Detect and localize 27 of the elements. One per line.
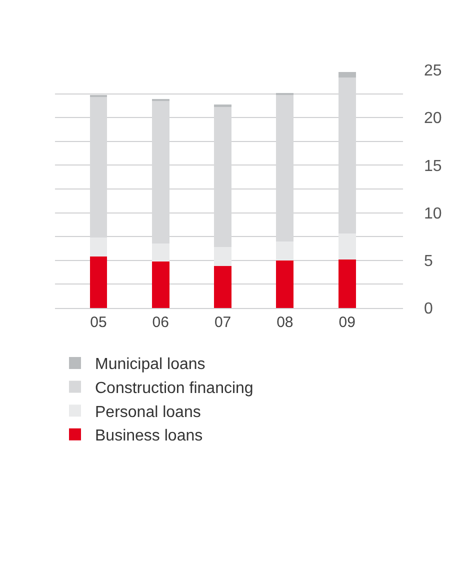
x-tick-label: 06	[152, 314, 169, 331]
bar	[152, 243, 170, 262]
x-tick-label: 05	[90, 314, 107, 331]
bar	[338, 259, 356, 308]
x-tick-label: 08	[276, 314, 294, 331]
bar	[90, 238, 108, 257]
x-tick-label: 09	[338, 314, 356, 331]
y-tick-label: 25	[424, 62, 442, 80]
bar	[90, 256, 108, 308]
bar	[276, 260, 294, 308]
legend-label: Municipal loans	[95, 356, 206, 374]
y-tick-label: 20	[424, 110, 442, 128]
x-tick-label: 07	[214, 314, 232, 331]
legend-label: Personal loans	[95, 404, 201, 421]
bar	[338, 72, 356, 78]
y-tick-label: 10	[424, 205, 442, 222]
y-tick-label: 0	[424, 300, 433, 318]
bar	[214, 247, 232, 266]
legend-label: Construction financing	[95, 380, 254, 398]
bar	[276, 241, 294, 260]
bar	[214, 266, 232, 308]
bar	[214, 104, 232, 107]
bar	[152, 261, 170, 308]
y-tick-label: 5	[424, 253, 433, 270]
legend-label: Business loans	[95, 428, 203, 445]
bar	[338, 234, 356, 260]
y-tick-label: 15	[424, 158, 442, 175]
